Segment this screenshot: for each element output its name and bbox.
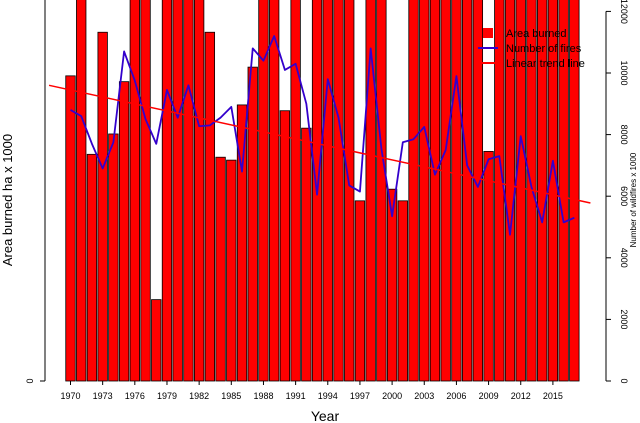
y2-tick-label: 8000 [619, 125, 629, 145]
bars-layer [65, 0, 580, 382]
bar-1995 [333, 0, 344, 382]
bar-1976 [129, 0, 140, 382]
bar-1987 [247, 66, 258, 382]
bar-1980 [172, 0, 183, 382]
bar-2009 [483, 151, 494, 382]
bar-1979 [161, 0, 173, 382]
bar-2000 [386, 188, 398, 382]
bar-2016 [558, 0, 569, 382]
bar-2008 [472, 0, 484, 382]
bar-1997 [354, 200, 366, 382]
bar-1981 [183, 0, 194, 382]
bar-2004 [429, 0, 441, 382]
y-tick-label: 0 [25, 378, 35, 383]
y2-tick-label: 6000 [619, 186, 629, 206]
bar-1991 [290, 0, 301, 382]
x-tick-label: 1991 [286, 391, 306, 401]
legend-label: Area burned [506, 28, 567, 40]
bar-1985 [226, 159, 237, 382]
trend-line [48, 84, 591, 204]
bar-1977 [140, 0, 151, 382]
bar-1973 [97, 31, 108, 382]
bar-1999 [376, 0, 387, 382]
bar-2017 [569, 0, 580, 382]
legend: Area burned Number of fires Linear trend l… [478, 28, 585, 70]
y2-axis-title: Number of wildfires x 1000 [629, 152, 638, 247]
y2-tick-label: 12000 [619, 0, 629, 24]
bar-2005 [440, 0, 451, 382]
bar-2006 [451, 0, 462, 382]
bar-2010 [494, 0, 505, 382]
legend-swatch [483, 28, 493, 38]
bar-2001 [397, 200, 408, 382]
bar-2002 [408, 0, 419, 382]
x-tick-label: 1994 [318, 391, 338, 401]
legend-label: Linear trend line [506, 58, 585, 70]
bar-1972 [86, 153, 98, 382]
bar-1970 [65, 75, 76, 382]
legend-label: Number of fires [506, 43, 582, 55]
bar-2011 [504, 0, 516, 382]
x-tick-label: 1979 [157, 391, 177, 401]
bar-1992 [301, 127, 312, 382]
bar-1990 [279, 110, 291, 382]
x-tick-label: 2009 [479, 391, 499, 401]
bar-1971 [76, 0, 87, 382]
x-tick-label: 1973 [93, 391, 113, 401]
bar-1996 [344, 0, 355, 382]
bar-2003 [419, 0, 430, 382]
x-tick-label: 2006 [446, 391, 466, 401]
bar-1986 [236, 104, 248, 382]
bar-2007 [461, 0, 473, 382]
axes-layer: 0200040006000800090000200040006000800010… [25, 0, 629, 401]
fires-line [70, 35, 575, 236]
y2-tick-label: 0 [619, 378, 629, 383]
lines-layer [48, 35, 591, 236]
bar-2014 [537, 0, 548, 382]
x-tick-label: 1970 [60, 391, 80, 401]
x-tick-label: 2003 [414, 391, 434, 401]
bar-1998 [365, 0, 376, 382]
bar-1974 [108, 133, 119, 382]
x-tick-label: 1988 [253, 391, 273, 401]
x-tick-label: 2000 [382, 391, 402, 401]
x-tick-label: 1985 [221, 391, 241, 401]
bar-1984 [215, 156, 226, 382]
y2-tick-label: 10000 [619, 60, 629, 85]
bar-1989 [269, 0, 280, 382]
x-tick-label: 1976 [125, 391, 145, 401]
bar-1983 [204, 31, 216, 382]
x-tick-label: 1997 [350, 391, 370, 401]
x-axis-title: Year [311, 408, 340, 423]
y2-tick-label: 2000 [619, 309, 629, 329]
bar-1982 [193, 0, 205, 382]
bar-1994 [322, 0, 333, 382]
y2-tick-label: 4000 [619, 248, 629, 268]
x-tick-label: 2012 [511, 391, 531, 401]
x-tick-label: 2015 [543, 391, 563, 401]
x-tick-label: 1982 [189, 391, 209, 401]
bar-1975 [118, 81, 130, 382]
y-axis-title: Area burned ha x 1000 [0, 134, 15, 266]
bar-1978 [151, 299, 162, 382]
